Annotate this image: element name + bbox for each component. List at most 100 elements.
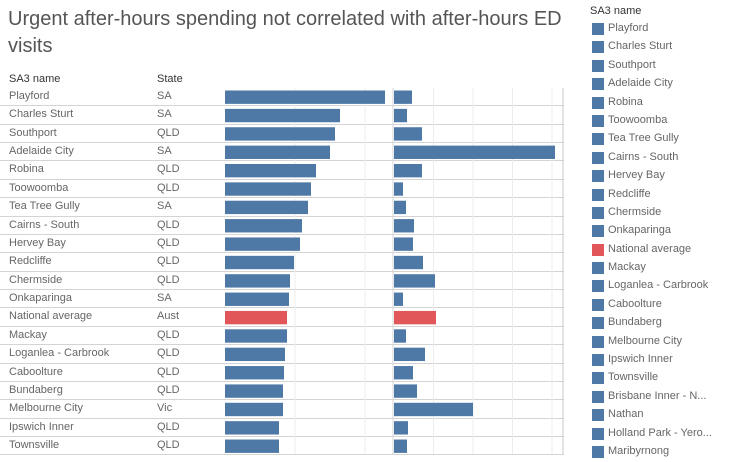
bar-ipswich-inner[interactable] <box>225 421 279 435</box>
bar-charles-sturt[interactable] <box>225 108 340 123</box>
legend-label: Caboolture <box>608 297 662 310</box>
table-row[interactable]: Hervey Bay QLD <box>0 235 564 254</box>
legend-item[interactable]: Onkaparinga <box>590 223 671 241</box>
legend-item[interactable]: Toowoomba <box>590 113 667 131</box>
legend-item[interactable]: Maribyrnong <box>590 444 669 462</box>
legend-item[interactable]: National average <box>590 242 691 260</box>
legend-item[interactable]: Bundaberg <box>590 315 662 333</box>
bar-national-average[interactable] <box>394 310 436 325</box>
bar-townsville[interactable] <box>394 439 407 453</box>
state: Aust <box>157 310 180 323</box>
legend-item[interactable]: Robina <box>590 95 643 113</box>
table-row[interactable]: Cairns - South QLD <box>0 217 564 235</box>
legend-item[interactable]: Ipswich Inner <box>590 352 673 370</box>
table-row[interactable]: Redcliffe QLD <box>0 253 564 272</box>
legend-item[interactable]: Playford <box>590 21 648 39</box>
bar-adelaide-city[interactable] <box>394 145 555 159</box>
table-row[interactable]: Loganlea - Carbrook QLD <box>0 345 564 364</box>
bar-adelaide-city[interactable] <box>225 145 330 159</box>
bar-southport[interactable] <box>394 127 422 141</box>
table-row[interactable]: Mackay QLD <box>0 327 564 346</box>
legend-item[interactable]: Melbourne City <box>590 334 682 352</box>
bar-townsville[interactable] <box>225 439 279 453</box>
bar-mackay[interactable] <box>225 329 287 343</box>
table-row[interactable]: Charles Sturt SA <box>0 106 564 125</box>
bar-melbourne-city[interactable] <box>225 402 283 417</box>
bar-tea-tree-gully[interactable] <box>225 200 308 215</box>
table-row[interactable]: Bundaberg QLD <box>0 382 564 401</box>
table-row[interactable]: Southport QLD <box>0 125 564 144</box>
legend-label: Mackay <box>608 261 646 274</box>
state: QLD <box>157 126 180 139</box>
bar-caboolture[interactable] <box>394 366 413 380</box>
legend-label: Southport <box>608 58 656 71</box>
sa3-name: Charles Sturt <box>9 108 74 121</box>
legend-item[interactable]: Cairns - South <box>590 150 678 168</box>
sa3-name: Toowoomba <box>9 181 69 194</box>
bar-loganlea-carbrook[interactable] <box>394 347 425 362</box>
bar-ipswich-inner[interactable] <box>394 421 408 435</box>
table-row[interactable]: Playford SA <box>0 88 564 107</box>
bar-playford[interactable] <box>225 90 385 104</box>
table-row[interactable]: Caboolture QLD <box>0 364 564 382</box>
legend-label: Maribyrnong <box>608 444 670 457</box>
legend-item[interactable]: Mackay <box>590 260 646 278</box>
table-row[interactable]: Chermside QLD <box>0 272 564 291</box>
bar-chermside[interactable] <box>225 274 290 288</box>
table-row[interactable]: Ipswich Inner QLD <box>0 419 564 438</box>
bar-toowoomba[interactable] <box>225 182 311 196</box>
table-row[interactable]: National average Aust <box>0 308 564 327</box>
legend-item[interactable]: Tea Tree Gully <box>590 131 679 149</box>
legend-item[interactable]: Southport <box>590 58 656 76</box>
legend-label: Bundaberg <box>608 316 662 329</box>
bar-melbourne-city[interactable] <box>394 402 473 417</box>
bar-hervey-bay[interactable] <box>225 237 300 251</box>
table-row[interactable]: Robina QLD <box>0 161 564 180</box>
bar-mackay[interactable] <box>394 329 406 343</box>
legend-item[interactable]: Chermside <box>590 205 661 223</box>
legend-item[interactable]: Hervey Bay <box>590 168 665 186</box>
bar-cairns-south[interactable] <box>394 219 414 233</box>
bar-national-average[interactable] <box>225 310 287 325</box>
table-row[interactable]: Melbourne City Vic <box>0 400 564 419</box>
legend-item[interactable]: Townsville <box>590 370 658 388</box>
bar-redcliffe[interactable] <box>394 255 423 270</box>
column-header-sa3-name[interactable]: SA3 name <box>9 73 61 85</box>
bar-loganlea-carbrook[interactable] <box>225 347 285 362</box>
bar-redcliffe[interactable] <box>225 255 294 270</box>
bar-hervey-bay[interactable] <box>394 237 413 251</box>
legend-label: Cairns - South <box>608 150 679 163</box>
state: QLD <box>157 181 180 194</box>
table-row[interactable]: Tea Tree Gully SA <box>0 198 564 217</box>
legend-item[interactable]: Brisbane Inner - N... <box>590 389 706 407</box>
legend-item[interactable]: Redcliffe <box>590 187 651 205</box>
legend-item[interactable]: Nathan <box>590 407 643 425</box>
bar-southport[interactable] <box>225 127 335 141</box>
bar-toowoomba[interactable] <box>394 182 403 196</box>
legend-item[interactable]: Loganlea - Carbrook <box>590 278 708 296</box>
legend-item[interactable]: Holland Park - Yero... <box>590 426 712 444</box>
state: QLD <box>157 365 180 378</box>
column-header-state[interactable]: State <box>157 73 183 85</box>
legend-swatch <box>592 78 604 91</box>
legend-title: SA3 name <box>590 5 642 17</box>
legend-item[interactable]: Adelaide City <box>590 76 673 94</box>
bar-caboolture[interactable] <box>225 366 284 380</box>
bar-bundaberg[interactable] <box>394 384 417 398</box>
table-row[interactable]: Adelaide City SA <box>0 143 564 162</box>
bar-playford[interactable] <box>394 90 412 104</box>
bar-onkaparinga[interactable] <box>394 292 403 306</box>
bar-bundaberg[interactable] <box>225 384 283 398</box>
table-row[interactable]: Onkaparinga SA <box>0 290 564 309</box>
table-row[interactable]: Toowoomba QLD <box>0 180 564 199</box>
legend-item[interactable]: Charles Sturt <box>590 39 672 57</box>
bar-tea-tree-gully[interactable] <box>394 200 406 215</box>
bar-onkaparinga[interactable] <box>225 292 289 306</box>
bar-charles-sturt[interactable] <box>394 108 407 123</box>
bar-robina[interactable] <box>225 163 316 178</box>
bar-cairns-south[interactable] <box>225 219 302 233</box>
bar-robina[interactable] <box>394 163 422 178</box>
sa3-name: Southport <box>9 126 57 139</box>
bar-chermside[interactable] <box>394 274 435 288</box>
legend-item[interactable]: Caboolture <box>590 297 662 315</box>
